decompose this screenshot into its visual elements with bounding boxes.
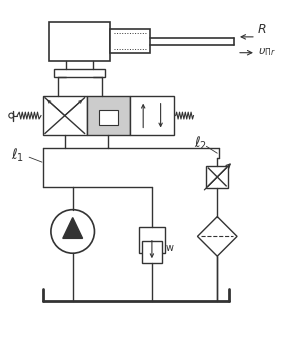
Text: $\upsilon_{\mathit{\Pi r}}$: $\upsilon_{\mathit{\Pi r}}$ [258,46,276,58]
Bar [54,69,105,77]
Text: w: w [166,243,174,253]
Text: R: R [258,23,266,36]
Bar [206,166,228,188]
Bar [139,228,165,253]
Bar [99,110,118,125]
Bar [43,96,87,135]
Bar [142,241,162,263]
Polygon shape [63,218,83,238]
Polygon shape [197,217,237,256]
Bar [49,21,110,61]
Bar [87,96,130,135]
Text: $\ell_1$: $\ell_1$ [11,147,24,164]
Bar [130,96,174,135]
Text: $\ell_2$: $\ell_2$ [195,135,208,152]
Circle shape [51,210,95,253]
Bar [110,29,150,53]
